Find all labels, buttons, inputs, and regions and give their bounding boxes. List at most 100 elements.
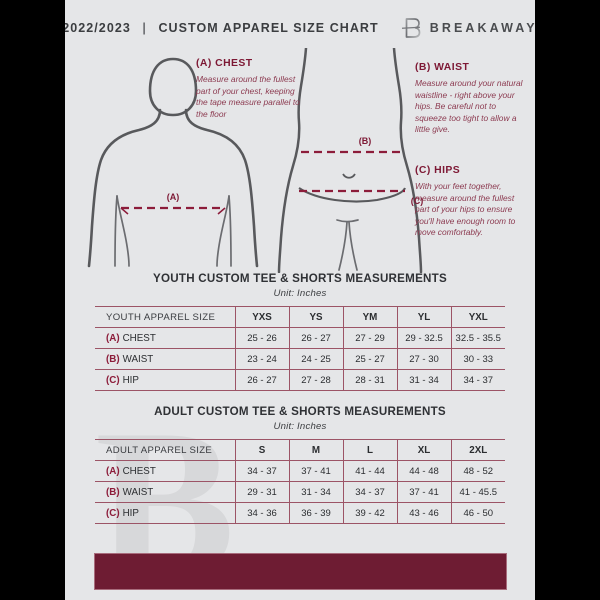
adult-label-header: ADULT APPAREL SIZE xyxy=(95,439,236,461)
table-row: (A) CHEST 34 - 37 37 - 41 41 - 44 44 - 48… xyxy=(95,460,505,482)
youth-row-1-val-0: 23 - 24 xyxy=(234,348,290,370)
youth-row-2-val-2: 28 - 31 xyxy=(342,369,398,391)
youth-row-1-name: WAIST xyxy=(122,353,154,365)
size-chart-page: B 2022/2023 | CUSTOM APPAREL SIZE CHART xyxy=(65,0,535,600)
adult-row-1-val-0: 29 - 31 xyxy=(234,481,290,503)
torso-chest-contour xyxy=(114,195,232,267)
youth-label-header: YOUTH APPAREL SIZE xyxy=(95,306,236,328)
table-row: (C) HIP 26 - 27 27 - 28 28 - 31 31 - 34 3… xyxy=(95,369,505,391)
lower-body-figure-silhouette xyxy=(277,48,423,273)
youth-row-0-name: CHEST xyxy=(122,332,156,344)
adult-row-0-val-2: 41 - 44 xyxy=(342,460,398,482)
adult-table-unit: Unit: Inches xyxy=(273,421,327,432)
chest-marker-label: (A) xyxy=(167,192,180,202)
youth-row-1-label: (B) WAIST xyxy=(95,348,236,370)
season-label: 2022/2023 xyxy=(65,21,131,35)
chest-measure-line xyxy=(120,206,226,215)
page-title: CUSTOM APPAREL SIZE CHART xyxy=(158,21,379,35)
adult-size-table-block: ADULT CUSTOM TEE & SHORTS MEASUREMENTS U… xyxy=(65,405,535,524)
note-hips-title: (C) HIPS xyxy=(415,165,461,176)
youth-col-0: YXS xyxy=(234,306,290,328)
adult-row-0-val-3: 44 - 48 xyxy=(396,460,452,482)
adult-col-4: 2XL xyxy=(450,439,505,461)
adult-col-3: XL xyxy=(396,439,452,461)
youth-row-1-tag: (B) xyxy=(106,353,120,365)
adult-row-2-val-2: 39 - 42 xyxy=(342,502,398,524)
youth-row-0-val-2: 27 - 29 xyxy=(342,327,398,349)
youth-size-table-block: YOUTH CUSTOM TEE & SHORTS MEASUREMENTS U… xyxy=(65,272,535,391)
adult-row-0-label: (A) CHEST xyxy=(95,460,236,482)
header-separator: | xyxy=(142,21,147,35)
youth-col-3: YL xyxy=(396,306,452,328)
hips-marker-label: (C) xyxy=(411,196,424,206)
youth-row-0-val-3: 29 - 32.5 xyxy=(396,327,452,349)
youth-row-2-label: (C) HIP xyxy=(95,369,236,391)
note-chest: (A) CHEST Measure around the fullest par… xyxy=(196,58,300,120)
table-row: (A) CHEST 25 - 26 26 - 27 27 - 29 29 - 32… xyxy=(95,327,505,349)
youth-col-2: YM xyxy=(342,306,398,328)
adult-row-1-tag: (B) xyxy=(106,486,120,498)
youth-col-4: YXL xyxy=(450,306,505,328)
adult-row-1-val-4: 41 - 45.5 xyxy=(450,481,505,503)
youth-row-2-val-0: 26 - 27 xyxy=(234,369,290,391)
youth-size-table: YOUTH APPAREL SIZE YXS YS YM YL YXL (A) C… xyxy=(95,306,505,391)
waist-marker-label: (B) xyxy=(359,136,372,146)
adult-row-1-val-2: 34 - 37 xyxy=(342,481,398,503)
table-row: (C) HIP 34 - 36 36 - 39 39 - 42 43 - 46 4… xyxy=(95,502,505,524)
youth-row-1-val-3: 27 - 30 xyxy=(396,348,452,370)
adult-row-2-name: HIP xyxy=(122,507,139,519)
brand-lockup: BREAKAWAY xyxy=(401,16,535,40)
youth-table-unit: Unit: Inches xyxy=(273,288,327,299)
table-header-row: YOUTH APPAREL SIZE YXS YS YM YL YXL xyxy=(95,306,505,328)
body-measurement-diagram: (A) (B) (C xyxy=(65,48,535,273)
navel-mark xyxy=(342,173,356,179)
youth-row-2-name: HIP xyxy=(122,374,139,386)
adult-col-2: L xyxy=(342,439,398,461)
note-hips-body: With your feet together, measure around … xyxy=(415,181,516,238)
adult-row-2-val-4: 46 - 50 xyxy=(450,502,505,524)
note-hips: (C) HIPS With your feet together, measur… xyxy=(415,165,523,239)
adult-row-0-tag: (A) xyxy=(106,465,120,477)
adult-row-0-val-0: 34 - 37 xyxy=(234,460,290,482)
torso-figure-silhouette xyxy=(87,57,259,268)
youth-row-2-val-3: 31 - 34 xyxy=(396,369,452,391)
inner-leg-lines xyxy=(336,219,359,271)
table-row: (B) WAIST 23 - 24 24 - 25 25 - 27 27 - 30… xyxy=(95,348,505,370)
youth-row-2-val-4: 34 - 37 xyxy=(450,369,505,391)
page-header: 2022/2023 | CUSTOM APPAREL SIZE CHART BR… xyxy=(65,0,535,56)
adult-col-0: S xyxy=(234,439,290,461)
note-chest-title: (A) CHEST xyxy=(196,58,253,69)
youth-col-1: YS xyxy=(288,306,344,328)
adult-row-1-val-1: 31 - 34 xyxy=(288,481,344,503)
youth-row-0-val-0: 25 - 26 xyxy=(234,327,290,349)
youth-row-0-val-4: 32.5 - 35.5 xyxy=(450,327,505,349)
adult-row-0-name: CHEST xyxy=(122,465,156,477)
adult-row-2-val-1: 36 - 39 xyxy=(288,502,344,524)
youth-row-2-val-1: 27 - 28 xyxy=(288,369,344,391)
adult-row-2-tag: (C) xyxy=(106,507,120,519)
youth-row-0-val-1: 26 - 27 xyxy=(288,327,344,349)
adult-row-1-val-3: 37 - 41 xyxy=(396,481,452,503)
header-title-group: 2022/2023 | CUSTOM APPAREL SIZE CHART xyxy=(65,21,379,35)
brand-name: BREAKAWAY xyxy=(429,21,535,35)
note-waist-body: Measure around your natural waistline - … xyxy=(415,78,523,135)
note-waist-title: (B) WAIST xyxy=(415,62,470,73)
adult-row-0-val-4: 48 - 52 xyxy=(450,460,505,482)
youth-table-title: YOUTH CUSTOM TEE & SHORTS MEASUREMENTS xyxy=(153,272,447,285)
adult-row-1-label: (B) WAIST xyxy=(95,481,236,503)
youth-row-0-tag: (A) xyxy=(106,332,120,344)
hip-contour-line xyxy=(298,187,406,203)
youth-row-0-label: (A) CHEST xyxy=(95,327,236,349)
adult-size-table: ADULT APPAREL SIZE S M L XL 2XL (A) CHEST… xyxy=(95,439,505,524)
adult-row-2-val-3: 43 - 46 xyxy=(396,502,452,524)
adult-table-title: ADULT CUSTOM TEE & SHORTS MEASUREMENTS xyxy=(154,405,446,418)
youth-row-1-val-1: 24 - 25 xyxy=(288,348,344,370)
note-waist: (B) WAIST Measure around your natural wa… xyxy=(415,62,523,136)
adult-row-2-val-0: 34 - 36 xyxy=(234,502,290,524)
adult-row-1-name: WAIST xyxy=(122,486,154,498)
adult-row-0-val-1: 37 - 41 xyxy=(288,460,344,482)
table-header-row: ADULT APPAREL SIZE S M L XL 2XL xyxy=(95,439,505,461)
footer-banner xyxy=(94,553,507,590)
adult-col-1: M xyxy=(288,439,344,461)
adult-row-2-label: (C) HIP xyxy=(95,502,236,524)
